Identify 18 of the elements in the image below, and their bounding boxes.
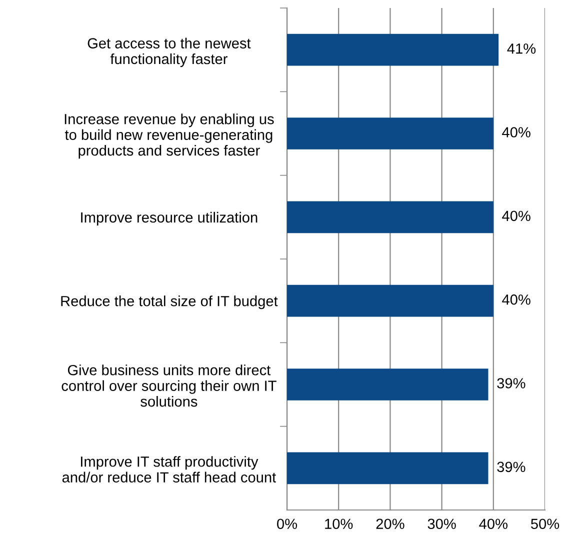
y-tick-label: Get access to the newest functionality faster <box>88 38 251 68</box>
x-tick-label: 20% <box>376 518 404 530</box>
x-tick-label: 0% <box>277 518 298 530</box>
data-label: 41% <box>507 43 536 54</box>
y-tick-label: Reduce the total size of IT budget <box>61 296 278 310</box>
x-tick-label: 50% <box>530 518 560 530</box>
data-label: 39% <box>497 378 526 388</box>
data-label: 40% <box>502 127 530 138</box>
y-tick-label: Increase revenue by enabling us to build new revenue-generating products and services faster <box>64 114 274 159</box>
data-label: 40% <box>502 294 530 305</box>
x-tick-label: 30% <box>428 518 456 530</box>
data-label: 40% <box>502 210 530 222</box>
y-tick-label: Give business units more direct control over sourcing their own IT solutions <box>62 364 276 407</box>
x-tick-label: 40% <box>479 518 508 530</box>
data-label: 39% <box>497 462 526 472</box>
y-tick-label: Improve IT staff productivity and/or reduce IT staff head count <box>62 456 276 483</box>
x-tick-label: 10% <box>325 518 353 530</box>
y-tick-label: Improve resource utilization <box>81 212 258 226</box>
